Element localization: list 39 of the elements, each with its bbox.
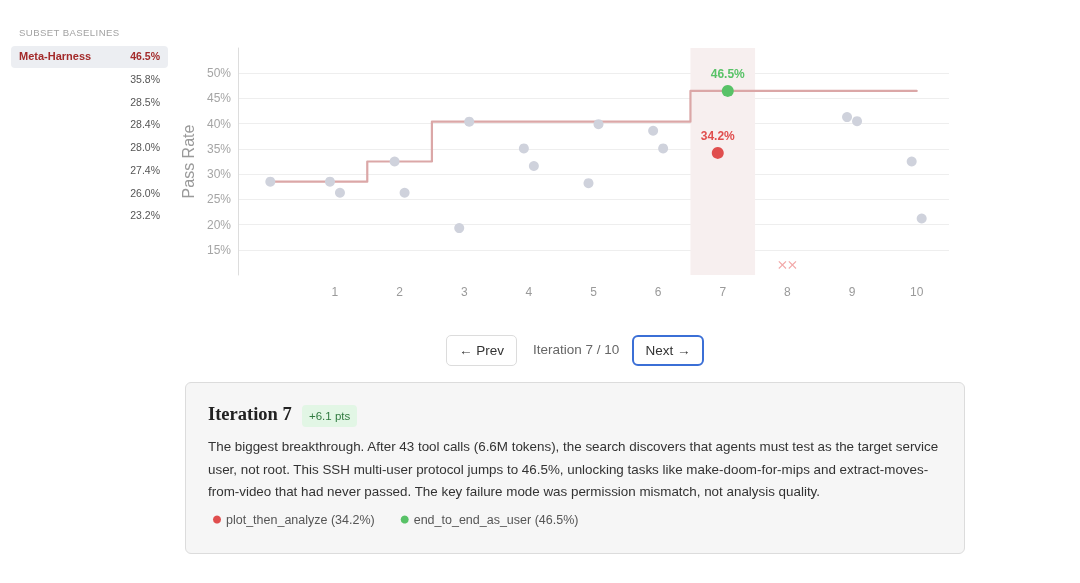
x-tick-label: 8: [784, 285, 792, 299]
text: 27.4%: [130, 163, 160, 176]
y-axis-title: Pass Rate: [179, 124, 197, 199]
text: 28.0%: [130, 141, 160, 153]
y-tick-label: 15%: [206, 242, 232, 257]
data-label: 46.5%: [710, 66, 746, 81]
text: The biggest breakthrough. After 43 tool calls (6.6M tokens), the search discovers that agents must test as the target service user, not root. This SSH multi-user protocol jumps to 46.5%, unlocking tasks like make-doom-for-mips and extract-moves-from-video that had never passed. The key failure mode was permission mismatch, not analysis quality.: [208, 438, 940, 501]
prev-button: ← Prev: [446, 335, 517, 366]
y-tick-label: 40%: [206, 116, 232, 131]
y-tick-label: 45%: [206, 91, 232, 106]
text: 28.5%: [130, 95, 160, 108]
change-badge: +6.1 pts: [302, 405, 358, 427]
text: SUBSET BASELINES: [19, 27, 120, 38]
text: 35.8%: [130, 72, 160, 85]
x-tick-label: 4: [525, 285, 533, 299]
data-label: 34.2%: [700, 128, 736, 143]
y-tick-label: 25%: [206, 192, 232, 207]
x-tick-label: 10: [910, 285, 924, 299]
legend-label: plot_then_analyze (34.2%): [226, 512, 375, 527]
text: Iteration 7: [208, 404, 292, 425]
legend-label: end_to_end_as_user (46.5%): [413, 512, 579, 527]
text: Iteration 7 / 10: [533, 342, 620, 357]
next-button: Next →: [632, 335, 704, 366]
y-tick-label: 50%: [206, 66, 232, 81]
y-tick-label: 30%: [206, 167, 232, 182]
x-tick-label: 3: [460, 285, 468, 299]
selected-row: Meta-Harness 46.5%: [11, 46, 168, 68]
x-tick-label: 7: [719, 285, 727, 299]
text: 23.2%: [130, 209, 160, 222]
category-label: Meta-Harness: [19, 50, 92, 62]
x-tick-label: 9: [848, 285, 856, 299]
x-tick-label: 1: [331, 285, 339, 299]
x-tick-label: 2: [396, 285, 404, 299]
y-tick-label: 20%: [206, 217, 232, 232]
text: 26.0%: [130, 186, 160, 199]
x-tick-label: 5: [590, 285, 598, 299]
y-tick-label: 35%: [206, 141, 232, 156]
text: 28.4%: [130, 118, 160, 131]
x-tick-label: 6: [654, 285, 662, 299]
